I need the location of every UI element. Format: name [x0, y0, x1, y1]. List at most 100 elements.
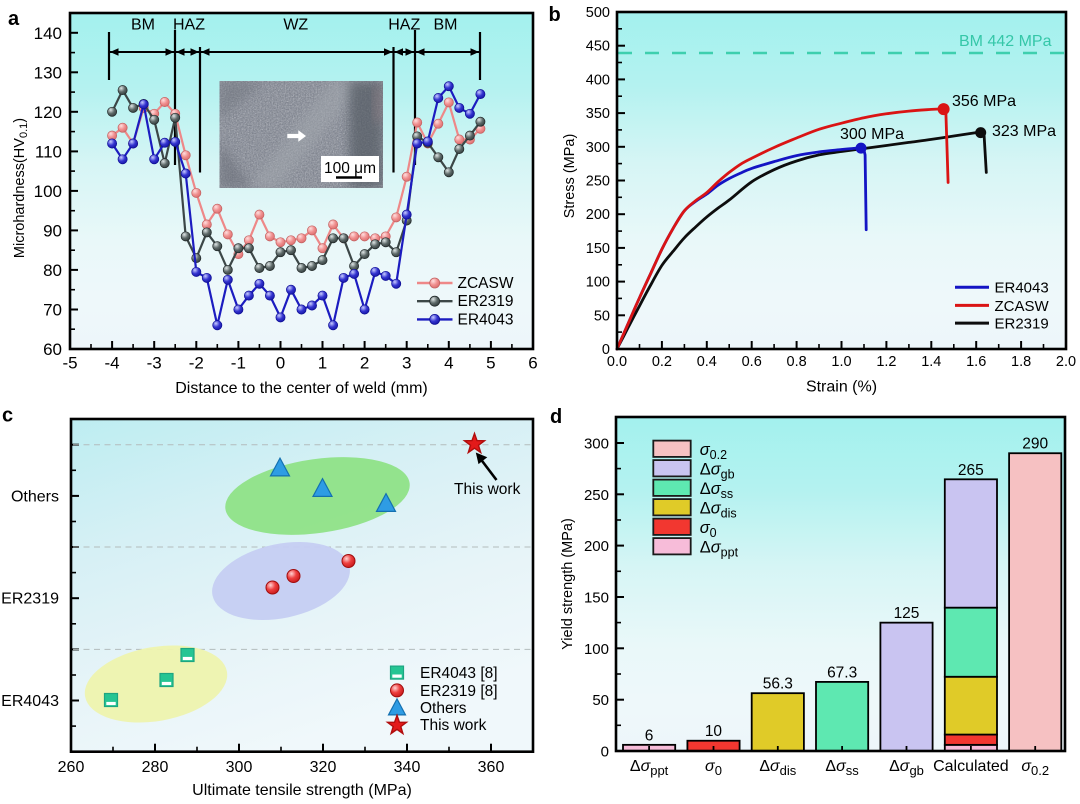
svg-text:1.4: 1.4: [921, 354, 941, 370]
svg-text:ER4043: ER4043: [458, 311, 514, 328]
svg-text:0: 0: [601, 744, 609, 761]
svg-text:-1: -1: [231, 354, 246, 373]
svg-text:300: 300: [226, 759, 253, 776]
svg-text:Δσss: Δσss: [825, 758, 859, 778]
svg-text:σ0: σ0: [700, 519, 717, 540]
svg-text:ER2319 [8]: ER2319 [8]: [420, 683, 498, 700]
svg-text:0: 0: [276, 354, 285, 373]
svg-text:ZCASW: ZCASW: [995, 298, 1050, 315]
svg-text:Δσdis: Δσdis: [759, 758, 796, 778]
svg-text:ER4043 [8]: ER4043 [8]: [420, 665, 498, 682]
svg-text:ER4043: ER4043: [995, 280, 1049, 297]
svg-text:-3: -3: [147, 354, 162, 373]
svg-text:2: 2: [360, 354, 369, 373]
svg-text:265: 265: [958, 462, 984, 479]
svg-text:3: 3: [402, 354, 411, 373]
svg-text:300: 300: [584, 435, 609, 452]
svg-text:450: 450: [586, 39, 610, 55]
svg-text:BM 442 MPa: BM 442 MPa: [959, 33, 1052, 50]
svg-text:σ0.2: σ0.2: [1021, 758, 1049, 778]
svg-text:50: 50: [594, 308, 610, 324]
svg-text:400: 400: [586, 72, 610, 88]
svg-text:100: 100: [584, 641, 609, 658]
svg-text:110: 110: [35, 142, 62, 161]
svg-text:a: a: [8, 8, 20, 30]
svg-text:130: 130: [34, 63, 62, 82]
svg-text:250: 250: [584, 487, 609, 504]
svg-text:0.0: 0.0: [607, 354, 627, 370]
svg-text:90: 90: [43, 221, 62, 240]
svg-text:Others: Others: [420, 700, 467, 717]
svg-text:Strain (%): Strain (%): [806, 379, 877, 396]
svg-text:0: 0: [602, 342, 610, 358]
svg-text:280: 280: [142, 759, 169, 776]
svg-text:0.8: 0.8: [787, 354, 807, 370]
svg-text:0.4: 0.4: [697, 354, 717, 370]
svg-text:ZCASW: ZCASW: [458, 275, 514, 292]
svg-text:d: d: [550, 406, 562, 428]
svg-text:5: 5: [486, 354, 495, 373]
svg-text:200: 200: [584, 538, 609, 555]
svg-text:-5: -5: [62, 354, 77, 373]
svg-text:0.6: 0.6: [742, 354, 762, 370]
svg-text:320: 320: [310, 759, 337, 776]
svg-text:2.0: 2.0: [1056, 354, 1076, 370]
svg-text:120: 120: [34, 103, 62, 122]
svg-text:56.3: 56.3: [763, 676, 793, 693]
svg-text:100 μm: 100 μm: [324, 160, 376, 177]
svg-text:340: 340: [394, 759, 421, 776]
svg-text:100: 100: [34, 182, 62, 201]
svg-text:-2: -2: [189, 354, 204, 373]
svg-text:-4: -4: [105, 354, 120, 373]
svg-text:BM: BM: [131, 17, 155, 34]
svg-text:360: 360: [478, 759, 505, 776]
svg-text:350: 350: [586, 106, 610, 122]
svg-text:σ0: σ0: [705, 758, 722, 778]
svg-text:300 MPa: 300 MPa: [840, 126, 904, 143]
svg-text:Stress (MPa): Stress (MPa): [562, 134, 578, 219]
svg-text:1.6: 1.6: [966, 354, 986, 370]
svg-text:1.8: 1.8: [1011, 354, 1031, 370]
svg-text:323 MPa: 323 MPa: [992, 123, 1056, 140]
svg-text:500: 500: [586, 5, 610, 21]
svg-text:6: 6: [528, 354, 537, 373]
svg-text:ER2319: ER2319: [458, 293, 514, 310]
svg-text:6: 6: [645, 727, 654, 744]
svg-text:Others: Others: [11, 488, 59, 505]
svg-text:Δσppt: Δσppt: [630, 758, 669, 778]
svg-text:60: 60: [43, 340, 62, 359]
svg-text:Microhardness(HV0.1): Microhardness(HV0.1): [12, 118, 30, 258]
svg-text:HAZ: HAZ: [173, 17, 205, 34]
svg-text:150: 150: [584, 589, 609, 606]
svg-text:356 MPa: 356 MPa: [952, 93, 1016, 110]
svg-text:ER4043: ER4043: [1, 693, 59, 710]
svg-text:σ0.2: σ0.2: [700, 441, 727, 462]
svg-text:70: 70: [43, 300, 62, 319]
svg-text:ER2319: ER2319: [995, 316, 1049, 333]
svg-text:HAZ: HAZ: [388, 17, 420, 34]
svg-text:50: 50: [592, 692, 609, 709]
svg-text:250: 250: [586, 174, 610, 190]
svg-text:b: b: [549, 4, 561, 26]
svg-text:Δσgb: Δσgb: [889, 758, 924, 778]
svg-text:Distance to the center of weld: Distance to the center of weld (mm): [175, 380, 428, 397]
svg-text:Ultimate tensile strength (MPa: Ultimate tensile strength (MPa): [192, 782, 412, 799]
svg-text:260: 260: [58, 759, 85, 776]
svg-text:Calculated: Calculated: [933, 758, 1009, 775]
svg-text:ER2319: ER2319: [1, 591, 59, 608]
svg-text:150: 150: [586, 241, 610, 257]
svg-text:BM: BM: [434, 17, 458, 34]
svg-text:10: 10: [705, 723, 723, 740]
svg-text:80: 80: [43, 261, 62, 280]
svg-text:300: 300: [586, 140, 610, 156]
svg-text:200: 200: [586, 207, 610, 223]
svg-text:1.2: 1.2: [876, 354, 896, 370]
svg-text:1: 1: [318, 354, 327, 373]
svg-text:1.0: 1.0: [831, 354, 851, 370]
svg-text:140: 140: [34, 24, 62, 43]
svg-text:67.3: 67.3: [827, 664, 857, 681]
svg-text:This work: This work: [420, 717, 487, 734]
svg-text:This work: This work: [454, 481, 521, 498]
svg-text:c: c: [2, 405, 13, 427]
svg-text:WZ: WZ: [283, 17, 308, 34]
